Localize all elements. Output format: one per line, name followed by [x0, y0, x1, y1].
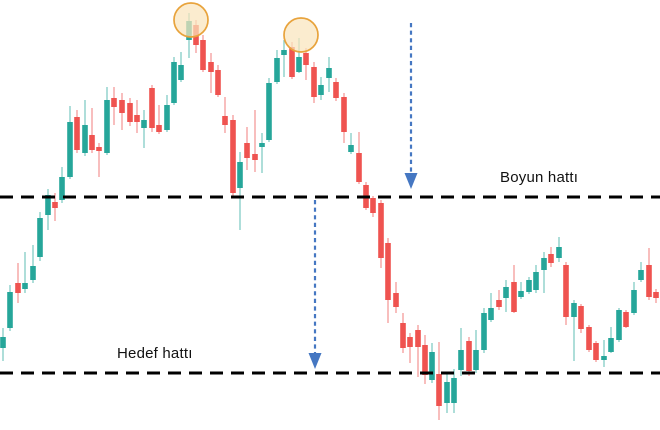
candle-body [244, 143, 250, 158]
candle-body [311, 67, 317, 97]
candle-body [119, 100, 125, 113]
candle-body [149, 88, 155, 128]
candle-body [252, 154, 258, 160]
candle-body [52, 202, 58, 208]
candle-body [481, 313, 487, 350]
candle-body [631, 290, 637, 313]
candle-body [653, 292, 659, 298]
candle-body [30, 266, 36, 280]
candle-body [237, 162, 243, 188]
candle-body [556, 247, 562, 258]
candle-body [215, 70, 221, 95]
candle-body [646, 265, 652, 297]
candle-body [303, 53, 309, 65]
candle-body [341, 97, 347, 132]
candle-body [533, 272, 539, 290]
candle-body [451, 378, 457, 403]
candle-body [393, 293, 399, 307]
candle-body [178, 65, 184, 80]
candle-body [638, 270, 644, 280]
candle-body [466, 341, 472, 371]
candle-body [74, 117, 80, 150]
highlight-circle [173, 2, 209, 38]
candle-body [488, 308, 494, 320]
candle-body [326, 68, 332, 78]
candle-body [134, 115, 140, 122]
candle-body [296, 57, 302, 72]
candle-body [281, 50, 287, 55]
candle-body [436, 374, 442, 406]
candle-body [378, 203, 384, 258]
candle-body [541, 258, 547, 270]
candle-body [608, 338, 614, 352]
candle-body [571, 303, 577, 317]
target-line-label: Hedef hattı [117, 345, 193, 362]
candle-body [200, 40, 206, 70]
candle-body [333, 82, 339, 98]
highlight-circle [283, 17, 319, 53]
candle-body [318, 85, 324, 95]
candle-body [623, 312, 629, 327]
candle-body [45, 195, 51, 215]
candle-body [141, 120, 147, 128]
candle-body [400, 323, 406, 348]
candle-body [111, 98, 117, 107]
candle-body [89, 135, 95, 150]
candle-body [429, 352, 435, 380]
candle-body [616, 310, 622, 340]
candle-body [563, 265, 569, 317]
candle-body [415, 330, 421, 347]
candle-body [593, 343, 599, 360]
candle-body [96, 147, 102, 151]
candle-body [259, 143, 265, 147]
neckline-label: Boyun hattı [500, 169, 579, 186]
candle-body [444, 382, 450, 403]
candle-body [230, 120, 236, 193]
candle-body [526, 280, 532, 292]
candle-body [222, 116, 228, 125]
breakdown-arrow-head [404, 173, 418, 189]
candle-body [289, 47, 295, 77]
candle-body [208, 62, 214, 72]
candle-body [503, 287, 509, 298]
candle-body [127, 103, 133, 122]
candle-body [266, 83, 272, 140]
candle-body [511, 282, 517, 312]
breakdown-arrow-head [308, 353, 322, 369]
candle-body [473, 350, 479, 370]
candle-body [164, 105, 170, 130]
candle-body [496, 300, 502, 307]
candle-body [348, 145, 354, 152]
candle-body [104, 100, 110, 153]
candle-body [407, 337, 413, 347]
candle-body [548, 254, 554, 263]
candle-body [7, 292, 13, 328]
candle-body [37, 218, 43, 257]
candle-body [274, 58, 280, 82]
candle-body [22, 283, 28, 289]
candle-body [601, 356, 607, 360]
candle-body [82, 125, 88, 153]
candle-body [156, 125, 162, 132]
candle-body [385, 243, 391, 300]
candle-body [15, 283, 21, 293]
candle-body [67, 122, 73, 177]
candle-body [422, 345, 428, 375]
candle-body [171, 62, 177, 103]
candle-body [458, 350, 464, 370]
candle-body [0, 337, 6, 348]
candle-body [59, 177, 65, 200]
candle-body [578, 306, 584, 329]
candle-body [356, 153, 362, 182]
candle-body [586, 327, 592, 350]
candle-body [370, 198, 376, 213]
candle-body [518, 291, 524, 297]
